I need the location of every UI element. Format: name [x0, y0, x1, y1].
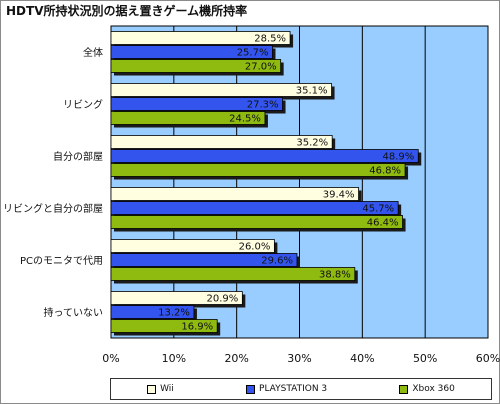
bar-value-label: 46.4% — [367, 218, 399, 229]
legend-swatch-xbox360 — [399, 384, 409, 394]
x-tick-label: 40% — [350, 352, 374, 365]
bar — [110, 31, 291, 45]
x-tick-label: 60% — [476, 352, 500, 365]
x-tick-label: 50% — [413, 352, 437, 365]
bar — [110, 267, 356, 281]
bar-value-label: 27.3% — [247, 100, 279, 111]
bar — [110, 291, 243, 305]
bar — [110, 305, 195, 319]
bar-value-label: 28.5% — [254, 34, 286, 45]
bar-value-label: 13.2% — [158, 308, 190, 319]
chart-title: HDTV所持状況別の据え置きゲーム機所持率 — [6, 4, 248, 18]
category-label: 全体 — [83, 46, 103, 59]
bar-value-label: 46.8% — [369, 166, 401, 177]
legend-item-wii: Wii — [147, 384, 174, 394]
category-label: 持っていない — [44, 306, 104, 319]
bar-value-label: 24.5% — [229, 114, 261, 125]
x-tick-label: 0% — [102, 352, 119, 365]
bar — [110, 215, 403, 229]
legend-swatch-ps3 — [246, 384, 256, 394]
x-tick-label: 30% — [287, 352, 311, 365]
bar — [110, 59, 282, 73]
bar-value-label: 45.7% — [362, 204, 394, 215]
bar — [110, 111, 266, 125]
legend-label-wii: Wii — [160, 384, 174, 394]
bar — [110, 149, 419, 163]
bar — [110, 135, 333, 149]
x-tick-label: 10% — [162, 352, 186, 365]
category-label: リビング — [63, 98, 103, 111]
legend-swatch-wii — [147, 384, 157, 394]
bar-value-label: 29.6% — [261, 256, 293, 267]
bar-value-label: 16.9% — [181, 322, 213, 333]
bar-value-label: 26.0% — [239, 242, 271, 253]
bar — [110, 163, 406, 177]
bar — [110, 201, 399, 215]
category-label: 自分の部屋 — [53, 150, 103, 163]
x-tick-label: 20% — [224, 352, 248, 365]
bar — [110, 45, 273, 59]
bar — [110, 239, 275, 253]
bar-value-label: 48.9% — [382, 152, 414, 163]
bar-value-label: 35.1% — [296, 86, 328, 97]
bar-value-label: 25.7% — [237, 48, 269, 59]
chart-legend: Wii PLAYSTATION 3 Xbox 360 — [110, 378, 492, 400]
legend-label-xbox360: Xbox 360 — [412, 384, 455, 394]
legend-item-ps3: PLAYSTATION 3 — [246, 384, 327, 394]
bar — [110, 187, 359, 201]
bar-value-label: 27.0% — [245, 62, 277, 73]
bar — [110, 319, 218, 333]
category-label: リビングと自分の部屋 — [3, 202, 103, 215]
legend-item-xbox360: Xbox 360 — [399, 384, 455, 394]
bar — [110, 97, 283, 111]
bar — [110, 83, 332, 97]
legend-label-ps3: PLAYSTATION 3 — [259, 384, 328, 394]
bar-value-label: 20.9% — [207, 294, 239, 305]
bar-value-label: 38.8% — [319, 270, 351, 281]
bar — [110, 253, 298, 267]
bar-value-label: 35.2% — [296, 138, 328, 149]
bar-value-label: 39.4% — [323, 190, 355, 201]
category-label: PCのモニタで代用 — [20, 255, 103, 267]
